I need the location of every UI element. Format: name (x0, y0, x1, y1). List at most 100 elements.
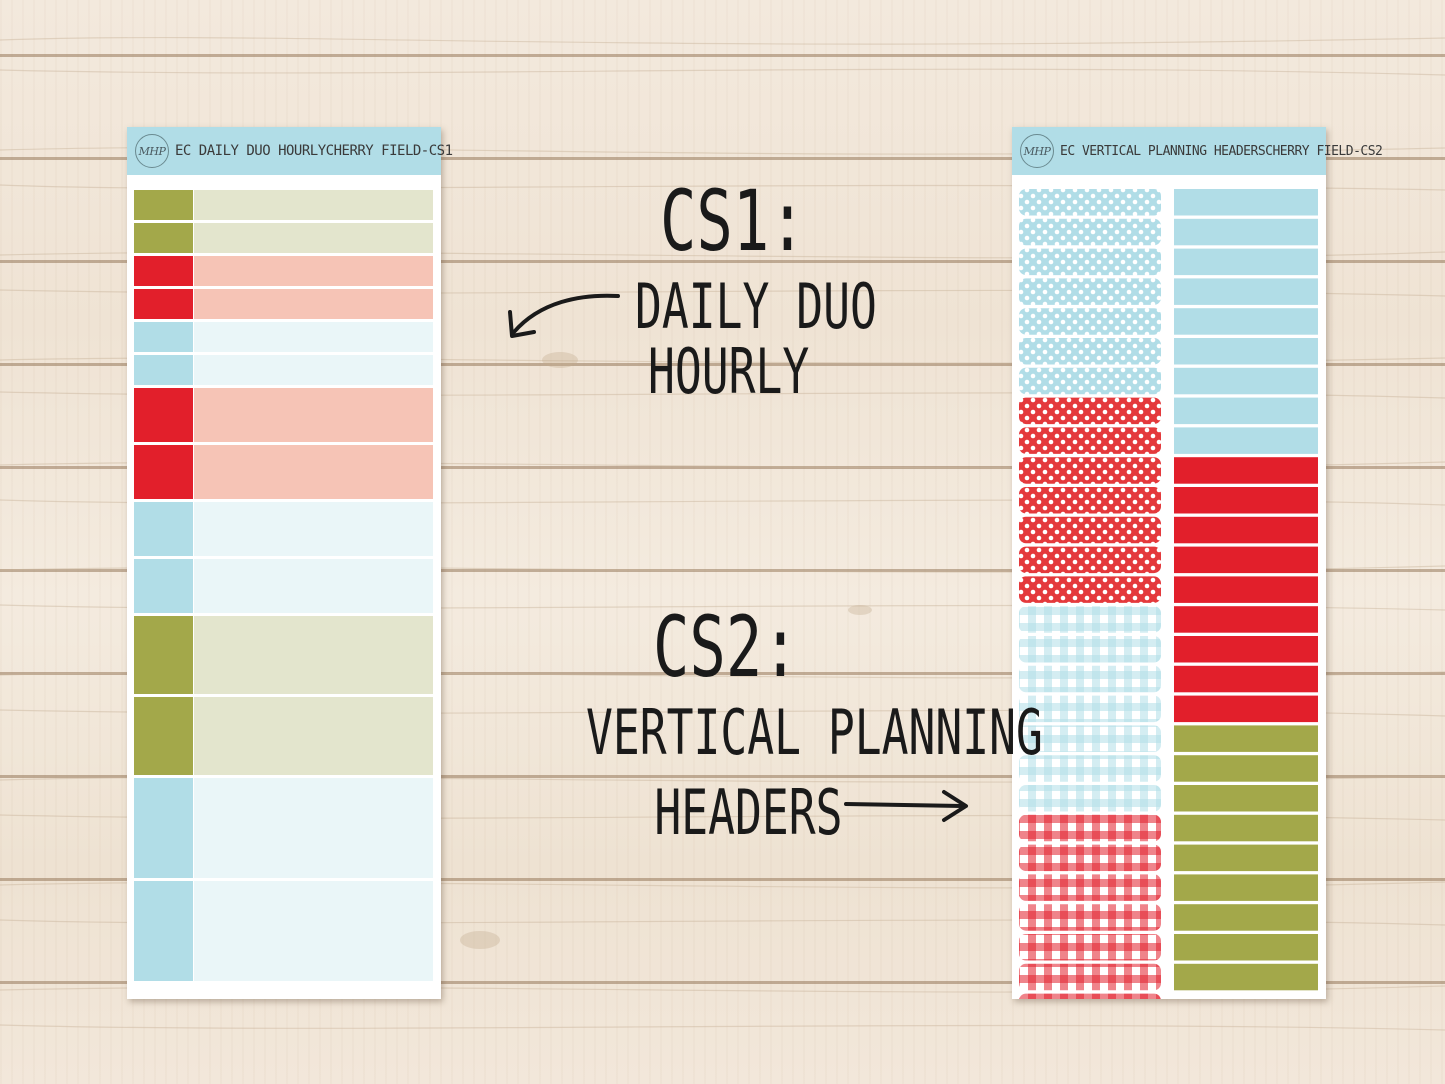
patterned-header-sticker (1019, 874, 1161, 901)
patterned-header-sticker (1019, 785, 1161, 812)
sheet-header: MHP EC DAILY DUO HOURLY CHERRY FIELD-CS1 (127, 127, 453, 175)
hour-key-block (134, 289, 193, 319)
patterned-header-sticker (1019, 814, 1161, 842)
solid-header-sticker (1174, 785, 1318, 812)
solid-header-sticker (1174, 695, 1318, 723)
solid-header-sticker (1174, 487, 1318, 514)
solid-header-sticker (1174, 606, 1318, 633)
solid-header-sticker (1174, 248, 1318, 276)
patterned-header-sticker (1019, 457, 1161, 484)
wreath-logo-icon: MHP (1020, 134, 1054, 168)
patterned-header-sticker (1019, 367, 1161, 395)
hour-writing-strip (194, 190, 433, 220)
solid-header-sticker (1174, 814, 1318, 842)
hour-key-block (134, 322, 193, 352)
solid-header-sticker (1174, 665, 1318, 693)
cs1-heading: CS1: (660, 172, 806, 270)
hour-key-block (134, 559, 193, 613)
patterned-header-sticker (1019, 516, 1161, 544)
hour-writing-strip (194, 289, 433, 319)
hour-writing-strip (194, 445, 433, 499)
solid-header-sticker (1174, 367, 1318, 395)
sheet-code: CHERRY FIELD-CS2 (1265, 143, 1383, 159)
cs1-label-line2: HOURLY (648, 335, 810, 408)
hour-writing-strip (194, 559, 433, 613)
sheet-code: CHERRY FIELD-CS1 (325, 143, 453, 159)
patterned-header-sticker (1019, 963, 1161, 991)
cs1-sticker-sheet: MHP EC DAILY DUO HOURLY CHERRY FIELD-CS1 (127, 127, 453, 999)
cs2-solid-headers (1174, 189, 1318, 991)
left-arrow-icon (508, 293, 620, 338)
solid-header-sticker (1174, 189, 1318, 216)
cs2-label-line1: VERTICAL PLANNING (586, 696, 1043, 769)
right-arrow-icon (844, 790, 968, 822)
patterned-header-sticker (1019, 606, 1161, 633)
cs2-sticker-sheet: MHP EC VERTICAL PLANNING HEADERS CHERRY … (1012, 127, 1383, 999)
hour-writing-strip (194, 881, 433, 981)
patterned-header-sticker (1019, 755, 1161, 782)
hour-key-block (134, 616, 193, 694)
patterned-header-sticker (1019, 636, 1161, 663)
hour-key-block (134, 223, 193, 253)
patterned-header-sticker (1019, 844, 1161, 872)
solid-header-sticker (1174, 725, 1318, 752)
sheet-title: EC DAILY DUO HOURLY (175, 143, 326, 159)
solid-header-sticker (1174, 755, 1318, 782)
solid-header-sticker (1174, 636, 1318, 663)
hour-key-block (134, 388, 193, 442)
patterned-header-sticker (1019, 189, 1161, 216)
solid-header-sticker (1174, 457, 1318, 484)
solid-header-sticker (1174, 308, 1318, 335)
solid-header-sticker (1174, 844, 1318, 872)
hour-key-block (134, 355, 193, 385)
hour-writing-strip (194, 697, 433, 775)
hour-key-block (134, 502, 193, 556)
hour-writing-strip (194, 322, 433, 352)
patterned-header-sticker (1019, 665, 1161, 693)
patterned-header-sticker (1019, 487, 1161, 514)
hour-writing-strip (194, 778, 433, 878)
patterned-header-sticker (1019, 695, 1161, 723)
patterned-header-sticker (1019, 427, 1161, 454)
cs2-patterned-headers (1019, 189, 1161, 999)
patterned-header-sticker (1019, 993, 1161, 999)
solid-header-sticker (1174, 963, 1318, 991)
patterned-header-sticker (1019, 218, 1161, 246)
hour-writing-strip (194, 223, 433, 253)
logo-text: MHP (1023, 144, 1051, 158)
logo-text: MHP (138, 144, 166, 158)
cs2-sticker-grid (1019, 189, 1318, 999)
hour-key-block (134, 881, 193, 981)
solid-header-sticker (1174, 576, 1318, 603)
hour-key-block (134, 445, 193, 499)
patterned-header-sticker (1019, 248, 1161, 276)
hour-writing-strip (194, 388, 433, 442)
solid-header-sticker (1174, 427, 1318, 454)
solid-header-sticker (1174, 904, 1318, 931)
solid-header-sticker (1174, 218, 1318, 246)
hour-writing-strip (194, 355, 433, 385)
hour-writing-strip (194, 502, 433, 556)
hour-key-block (134, 697, 193, 775)
cs1-label-line1: DAILY DUO (635, 270, 877, 343)
solid-header-sticker (1174, 516, 1318, 544)
hour-key-block (134, 190, 193, 220)
hour-writing-strip (194, 256, 433, 286)
patterned-header-sticker (1019, 546, 1161, 574)
patterned-header-sticker (1019, 278, 1161, 305)
cs2-heading: CS2: (653, 598, 799, 696)
hour-key-block (134, 778, 193, 878)
patterned-header-sticker (1019, 576, 1161, 603)
patterned-header-sticker (1019, 725, 1161, 752)
patterned-header-sticker (1019, 934, 1161, 961)
patterned-header-sticker (1019, 397, 1161, 425)
solid-header-sticker (1174, 278, 1318, 305)
wreath-logo-icon: MHP (135, 134, 169, 168)
solid-header-sticker (1174, 874, 1318, 901)
patterned-header-sticker (1019, 338, 1161, 365)
solid-header-sticker (1174, 397, 1318, 425)
hour-key-block (134, 256, 193, 286)
sheet-header: MHP EC VERTICAL PLANNING HEADERS CHERRY … (1012, 127, 1383, 175)
sheet-title: EC VERTICAL PLANNING HEADERS (1060, 143, 1266, 159)
patterned-header-sticker (1019, 904, 1161, 931)
